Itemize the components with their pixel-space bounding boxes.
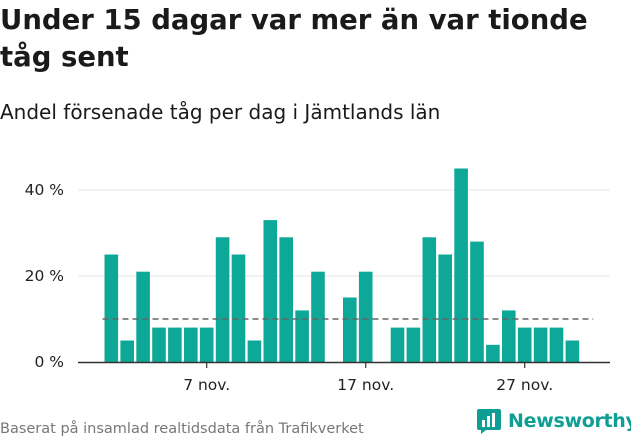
bar [343,297,357,362]
bar [120,340,134,362]
bar [152,327,166,362]
x-tick-label: 17 nov. [337,376,394,394]
bar [168,327,182,362]
y-axis-labels: 0 % 20 % 40 % [25,181,64,371]
bar [470,241,484,362]
brand-name: Newsworthy [508,410,631,432]
bar [454,168,468,362]
bar [565,340,580,362]
bar [279,237,293,362]
bar [311,271,325,362]
x-tick-label: 7 nov. [183,376,230,394]
bar [231,254,246,362]
bar [358,271,373,362]
y-tick-label: 0 % [34,353,64,371]
bar [390,327,405,362]
bar [438,254,452,362]
y-tick-label: 40 % [25,181,64,199]
bar [517,327,532,362]
x-axis-labels: 7 nov. 17 nov. 27 nov. [183,362,553,394]
bar-chart: 0 % 20 % 40 % 7 nov. 17 nov. 27 nov. [25,168,610,394]
bar [295,310,309,362]
newsworthy-logo-icon [477,409,501,434]
brand-logo: Newsworthy [476,408,631,434]
bars [104,168,580,362]
bar [247,340,262,362]
bar [502,310,516,362]
bar [104,254,119,362]
y-tick-label: 20 % [25,267,64,285]
bar [215,237,230,362]
bar [263,220,278,362]
bar [406,327,421,362]
chart-title: Under 15 dagar var mer än var tionde tåg… [0,4,588,73]
bar [199,327,214,362]
bar [184,327,198,362]
bar [136,271,150,362]
bar [422,237,437,362]
chart-subtitle: Andel försenade tåg per dag i Jämtlands … [0,100,441,124]
x-tick-label: 27 nov. [496,376,553,394]
gridlines [78,189,610,277]
source-note: Baserat på insamlad realtidsdata från Tr… [0,421,364,437]
bar [549,327,564,362]
bar [533,327,548,362]
bar [486,344,500,362]
